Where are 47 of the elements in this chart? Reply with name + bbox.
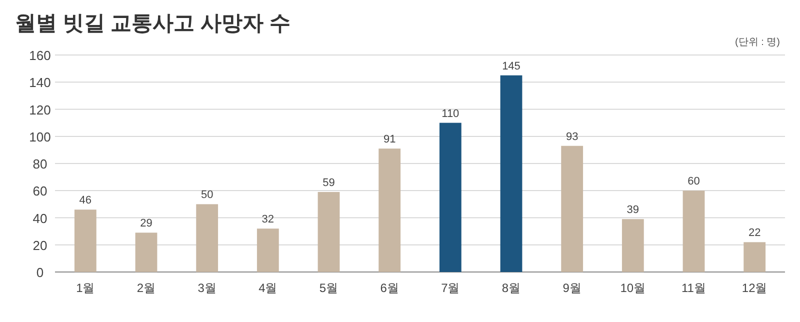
data-label: 50	[200, 189, 214, 202]
data-label: 39	[626, 204, 640, 216]
x-tick-label: 11월	[682, 281, 706, 295]
y-tick-label: 140	[29, 75, 51, 90]
bar	[256, 228, 279, 272]
y-tick-label: 0	[36, 265, 44, 280]
data-label: 145	[502, 60, 520, 72]
y-tick-label: 40	[32, 210, 48, 226]
data-label: 29	[140, 218, 152, 230]
data-label: 46	[79, 194, 92, 207]
x-tick-label: 1월	[76, 281, 95, 295]
data-label: 59	[322, 176, 335, 189]
bar	[74, 210, 96, 272]
bar	[378, 148, 401, 272]
x-tick-label: 10월	[620, 281, 646, 295]
y-tick-label: 160	[29, 48, 51, 63]
x-tick-label: 9월	[562, 281, 582, 295]
x-tick-label: 5월	[319, 281, 338, 295]
x-tick-label: 12월	[742, 281, 768, 295]
text: (단위 : 명)	[735, 37, 780, 48]
x-tick-label: 3월	[198, 281, 216, 295]
y-tick-label: 80	[32, 156, 48, 172]
x-tick-label: 4월	[258, 281, 278, 295]
bar	[439, 122, 462, 272]
chart-title: 월별 빗길 교통사고 사망자 수	[15, 12, 290, 35]
bar	[682, 190, 705, 272]
bar	[318, 192, 340, 272]
data-label: 22	[748, 227, 761, 240]
bar	[744, 242, 766, 272]
data-label: 32	[262, 214, 274, 226]
y-tick-label: 100	[29, 129, 51, 144]
x-tick-label: 7월	[441, 281, 460, 295]
x-tick-label: 8월	[502, 281, 521, 295]
data-label: 91	[383, 134, 396, 146]
y-tick-label: 120	[29, 102, 51, 118]
bar	[196, 204, 218, 272]
data-label: 60	[688, 176, 700, 188]
bar	[135, 232, 158, 272]
data-label: 110	[442, 108, 460, 120]
y-tick-label: 60	[32, 184, 48, 199]
x-tick-label: 6월	[380, 281, 399, 295]
y-tick-label: 20	[32, 238, 48, 253]
bar	[561, 146, 584, 272]
bar	[500, 75, 522, 272]
bar	[622, 219, 644, 272]
x-tick-label: 2월	[136, 281, 156, 295]
data-label: 93	[566, 130, 578, 143]
